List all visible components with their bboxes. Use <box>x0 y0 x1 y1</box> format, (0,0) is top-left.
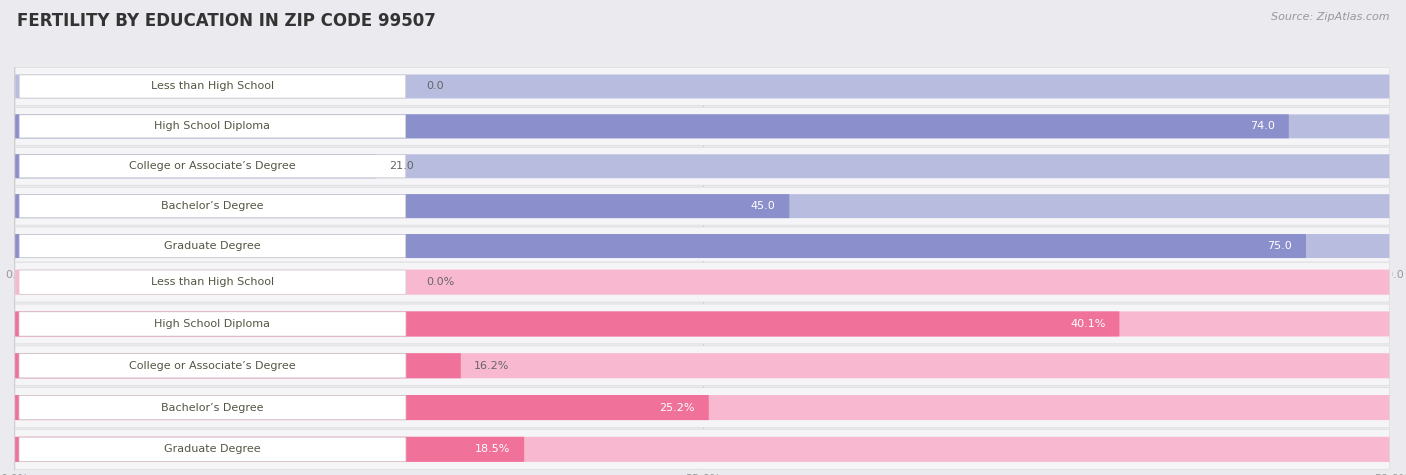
FancyBboxPatch shape <box>20 235 406 257</box>
FancyBboxPatch shape <box>15 388 1389 428</box>
FancyBboxPatch shape <box>20 353 406 378</box>
Text: 40.1%: 40.1% <box>1070 319 1105 329</box>
FancyBboxPatch shape <box>15 395 709 420</box>
FancyBboxPatch shape <box>15 312 1389 336</box>
FancyBboxPatch shape <box>20 312 406 336</box>
FancyBboxPatch shape <box>15 429 1389 469</box>
Text: 21.0: 21.0 <box>389 161 415 171</box>
FancyBboxPatch shape <box>20 75 406 98</box>
FancyBboxPatch shape <box>15 234 1306 258</box>
FancyBboxPatch shape <box>15 147 1389 185</box>
Text: Graduate Degree: Graduate Degree <box>165 444 260 455</box>
Text: 16.2%: 16.2% <box>474 361 509 371</box>
Text: Less than High School: Less than High School <box>150 277 274 287</box>
Text: FERTILITY BY EDUCATION IN ZIP CODE 99507: FERTILITY BY EDUCATION IN ZIP CODE 99507 <box>17 12 436 30</box>
FancyBboxPatch shape <box>20 270 406 294</box>
FancyBboxPatch shape <box>15 270 1389 294</box>
Text: High School Diploma: High School Diploma <box>155 319 270 329</box>
Text: High School Diploma: High School Diploma <box>155 121 270 132</box>
FancyBboxPatch shape <box>15 154 1389 178</box>
Text: 74.0: 74.0 <box>1250 121 1275 132</box>
FancyBboxPatch shape <box>15 67 1389 105</box>
Text: Graduate Degree: Graduate Degree <box>165 241 260 251</box>
Text: 0.0: 0.0 <box>426 81 444 92</box>
FancyBboxPatch shape <box>15 353 461 378</box>
FancyBboxPatch shape <box>15 353 1389 378</box>
FancyBboxPatch shape <box>15 227 1389 265</box>
FancyBboxPatch shape <box>15 114 1389 138</box>
Text: Bachelor’s Degree: Bachelor’s Degree <box>162 201 264 211</box>
FancyBboxPatch shape <box>15 114 1289 138</box>
Text: 25.2%: 25.2% <box>659 402 695 413</box>
Text: 0.0%: 0.0% <box>426 277 454 287</box>
FancyBboxPatch shape <box>20 437 406 462</box>
FancyBboxPatch shape <box>15 437 1389 462</box>
FancyBboxPatch shape <box>20 115 406 138</box>
FancyBboxPatch shape <box>15 304 1389 344</box>
FancyBboxPatch shape <box>15 75 1389 98</box>
Text: 18.5%: 18.5% <box>475 444 510 455</box>
FancyBboxPatch shape <box>20 195 406 218</box>
FancyBboxPatch shape <box>15 234 1389 258</box>
Text: Bachelor’s Degree: Bachelor’s Degree <box>162 402 264 413</box>
FancyBboxPatch shape <box>20 395 406 420</box>
FancyBboxPatch shape <box>15 346 1389 386</box>
FancyBboxPatch shape <box>15 107 1389 145</box>
FancyBboxPatch shape <box>15 395 1389 420</box>
FancyBboxPatch shape <box>15 437 524 462</box>
FancyBboxPatch shape <box>15 187 1389 225</box>
FancyBboxPatch shape <box>15 312 1119 336</box>
Text: Source: ZipAtlas.com: Source: ZipAtlas.com <box>1271 12 1389 22</box>
FancyBboxPatch shape <box>15 154 375 178</box>
Text: Less than High School: Less than High School <box>150 81 274 92</box>
Text: 45.0: 45.0 <box>751 201 775 211</box>
FancyBboxPatch shape <box>15 262 1389 302</box>
FancyBboxPatch shape <box>15 194 1389 218</box>
FancyBboxPatch shape <box>20 155 406 178</box>
Text: College or Associate’s Degree: College or Associate’s Degree <box>129 361 295 371</box>
FancyBboxPatch shape <box>15 194 789 218</box>
Text: College or Associate’s Degree: College or Associate’s Degree <box>129 161 295 171</box>
Text: 75.0: 75.0 <box>1267 241 1292 251</box>
